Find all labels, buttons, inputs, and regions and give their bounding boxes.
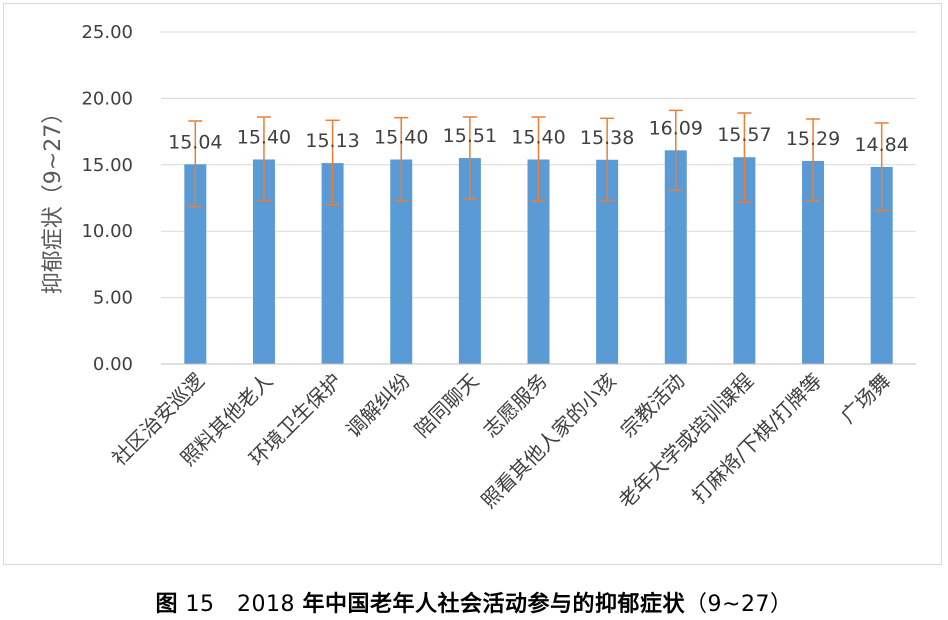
bar <box>664 150 687 364</box>
y-tick-label: 25.00 <box>81 22 133 43</box>
caption-number: 15 <box>185 592 215 617</box>
caption-title: 年中国老年人社会活动参与的抑郁症状 <box>302 592 686 617</box>
y-tick-label: 15.00 <box>81 155 133 176</box>
data-label: 15.40 <box>237 126 291 148</box>
figure-caption: 图 15 2018 年中国老年人社会活动参与的抑郁症状（9~27） <box>0 586 948 618</box>
caption-label: 图 <box>155 592 179 617</box>
bar <box>527 159 550 364</box>
caption-range: （9~27） <box>685 592 793 617</box>
bar <box>870 166 893 364</box>
bar <box>252 159 275 364</box>
data-label: 16.09 <box>649 117 703 139</box>
bar <box>596 159 619 364</box>
caption-year: 2018 <box>237 592 296 617</box>
y-tick-label: 0.00 <box>93 354 133 375</box>
category-label: 打麻将/下棋/打牌等 <box>687 369 827 509</box>
y-tick-label: 5.00 <box>93 288 133 309</box>
category-label: 调解纠纷 <box>341 369 415 443</box>
data-label: 14.84 <box>854 134 908 156</box>
y-tick-label: 10.00 <box>81 221 133 242</box>
bar-chart: 0.00 5.00 10.00 15.00 20.00 25.00 抑郁症状（9~27） 15… <box>41 22 916 513</box>
bar <box>321 163 344 364</box>
data-label: 15.57 <box>717 124 771 146</box>
category-label: 陪同聊天 <box>410 369 484 443</box>
bar <box>802 160 825 364</box>
data-label: 15.13 <box>305 130 359 152</box>
category-label: 照看其他人家的小孩 <box>476 369 620 513</box>
data-label: 15.04 <box>168 131 222 153</box>
data-label: 15.38 <box>580 127 634 149</box>
bar <box>733 157 756 364</box>
bar <box>458 158 481 364</box>
category-label: 广场舞 <box>836 369 895 428</box>
y-tick-label: 20.00 <box>81 88 133 109</box>
y-axis-title: 抑郁症状（9~27） <box>41 102 66 294</box>
bar <box>184 164 207 364</box>
data-label: 15.29 <box>786 128 840 150</box>
data-label: 15.51 <box>443 125 497 147</box>
data-label: 15.40 <box>374 126 428 148</box>
data-label: 15.40 <box>511 126 565 148</box>
bar <box>390 159 413 364</box>
